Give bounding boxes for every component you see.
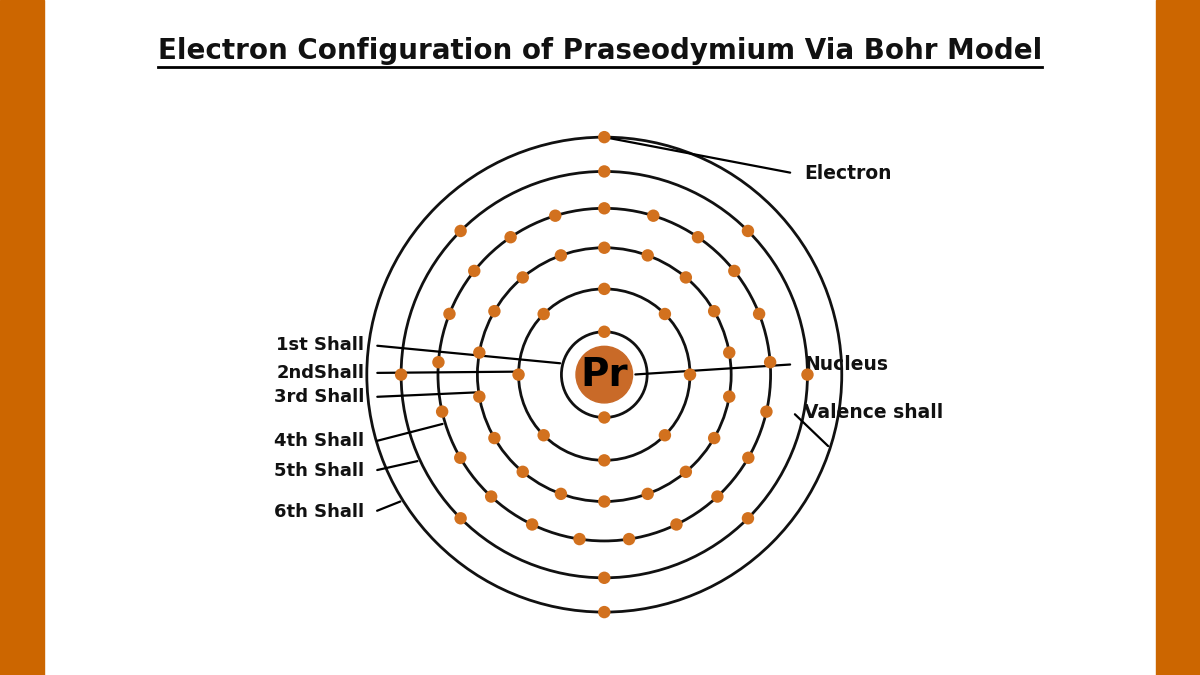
Point — [595, 326, 614, 337]
Point — [464, 265, 484, 276]
Point — [725, 265, 744, 276]
Point — [546, 211, 565, 221]
Point — [534, 430, 553, 441]
Point — [677, 466, 696, 477]
Point — [451, 225, 470, 236]
Text: Pr: Pr — [581, 356, 628, 394]
Point — [485, 306, 504, 317]
Point — [595, 607, 614, 618]
Point — [720, 392, 739, 402]
Point — [595, 412, 614, 423]
Point — [595, 572, 614, 583]
Point — [500, 232, 520, 242]
Point — [481, 491, 500, 502]
Point — [708, 491, 727, 502]
Text: 2ndShall: 2ndShall — [276, 364, 365, 382]
Point — [485, 433, 504, 443]
Point — [677, 272, 696, 283]
Point — [720, 347, 739, 358]
Point — [738, 513, 757, 524]
Point — [469, 347, 488, 358]
Point — [522, 519, 541, 530]
Point — [595, 203, 614, 214]
Point — [551, 250, 570, 261]
Point — [704, 433, 724, 443]
Point — [570, 534, 589, 545]
Point — [469, 392, 488, 402]
Point — [451, 452, 470, 463]
Text: Electron Configuration of Praseodymium Via Bohr Model: Electron Configuration of Praseodymium V… — [158, 37, 1042, 65]
Text: 1st Shall: 1st Shall — [276, 336, 365, 354]
Point — [655, 430, 674, 441]
Point — [428, 357, 448, 368]
Text: 6th Shall: 6th Shall — [274, 503, 365, 521]
Point — [638, 250, 658, 261]
Point — [595, 284, 614, 294]
Point — [595, 166, 614, 177]
Point — [757, 406, 776, 417]
Point — [739, 452, 758, 463]
Point — [750, 308, 769, 319]
Point — [595, 132, 614, 142]
Point — [440, 308, 460, 319]
Circle shape — [576, 346, 632, 403]
Point — [619, 534, 638, 545]
Point — [595, 455, 614, 466]
Text: 4th Shall: 4th Shall — [274, 433, 365, 450]
Point — [451, 513, 470, 524]
Point — [667, 519, 686, 530]
Point — [534, 308, 553, 319]
Point — [595, 242, 614, 253]
Point — [391, 369, 410, 380]
Text: Electron: Electron — [804, 163, 892, 183]
Point — [689, 232, 708, 242]
Text: 3rd Shall: 3rd Shall — [274, 388, 365, 406]
Text: Nucleus: Nucleus — [804, 355, 888, 374]
Text: 5th Shall: 5th Shall — [274, 462, 365, 480]
Point — [655, 308, 674, 319]
Point — [738, 225, 757, 236]
Point — [638, 489, 658, 500]
Point — [798, 369, 817, 380]
Point — [514, 272, 533, 283]
Point — [595, 496, 614, 507]
Point — [551, 489, 570, 500]
Point — [680, 369, 700, 380]
Point — [514, 466, 533, 477]
Point — [704, 306, 724, 317]
Point — [761, 357, 780, 368]
Point — [432, 406, 451, 417]
Point — [643, 211, 662, 221]
Point — [509, 369, 528, 380]
Text: Valence shall: Valence shall — [804, 403, 943, 422]
